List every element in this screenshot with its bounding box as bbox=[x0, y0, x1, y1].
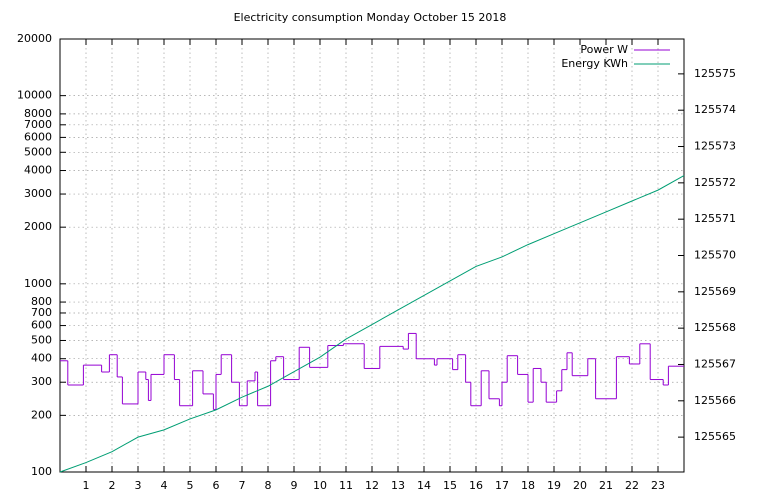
y-tick-label: 300 bbox=[31, 375, 52, 388]
x-tick-label: 2 bbox=[109, 479, 116, 492]
x-tick-label: 23 bbox=[651, 479, 665, 492]
plot-frame bbox=[59, 38, 685, 473]
y-tick-label: 4000 bbox=[24, 164, 52, 177]
x-tick-label: 12 bbox=[365, 479, 379, 492]
y-tick-label: 7000 bbox=[24, 118, 52, 131]
x-tick-label: 20 bbox=[573, 479, 587, 492]
y-tick-label: 6000 bbox=[24, 130, 52, 143]
x-tick-label: 15 bbox=[443, 479, 457, 492]
y-tick-label: 400 bbox=[31, 352, 52, 365]
x-tick-label: 3 bbox=[135, 479, 142, 492]
y2-tick-label: 125574 bbox=[694, 103, 736, 116]
y2-tick-label: 125566 bbox=[694, 394, 736, 407]
y2-tick-label: 125569 bbox=[694, 285, 736, 298]
y2-tick-label: 125565 bbox=[694, 430, 736, 443]
y-tick-label: 600 bbox=[31, 319, 52, 332]
legend-label: Energy KWh bbox=[561, 57, 628, 70]
y-tick-label: 20000 bbox=[17, 32, 52, 45]
y-tick-label: 3000 bbox=[24, 187, 52, 200]
y2-tick-label: 125567 bbox=[694, 357, 736, 370]
x-tick-label: 22 bbox=[625, 479, 639, 492]
y-tick-label: 10000 bbox=[17, 89, 52, 102]
y-tick-label: 500 bbox=[31, 333, 52, 346]
y-tick-label: 1000 bbox=[24, 277, 52, 290]
y-tick-label: 200 bbox=[31, 408, 52, 421]
x-tick-label: 14 bbox=[417, 479, 431, 492]
y-tick-label: 700 bbox=[31, 306, 52, 319]
y-tick-label: 800 bbox=[31, 295, 52, 308]
legend-label: Power W bbox=[580, 43, 628, 56]
x-tick-label: 5 bbox=[187, 479, 194, 492]
x-tick-label: 11 bbox=[339, 479, 353, 492]
y-tick-label: 5000 bbox=[24, 145, 52, 158]
x-tick-label: 6 bbox=[213, 479, 220, 492]
y-tick-label: 8000 bbox=[24, 107, 52, 120]
y2-tick-label: 125575 bbox=[694, 67, 736, 80]
y-tick-label: 2000 bbox=[24, 220, 52, 233]
chart-title: Electricity consumption Monday October 1… bbox=[234, 11, 507, 24]
x-tick-label: 7 bbox=[239, 479, 246, 492]
x-tick-label: 4 bbox=[161, 479, 168, 492]
x-tick-label: 8 bbox=[265, 479, 272, 492]
y2-tick-label: 125572 bbox=[694, 176, 736, 189]
x-tick-label: 19 bbox=[547, 479, 561, 492]
y2-tick-label: 125573 bbox=[694, 140, 736, 153]
x-tick-label: 10 bbox=[313, 479, 327, 492]
x-tick-label: 13 bbox=[391, 479, 405, 492]
x-tick-label: 18 bbox=[521, 479, 535, 492]
x-tick-label: 21 bbox=[599, 479, 613, 492]
x-tick-label: 17 bbox=[495, 479, 509, 492]
y2-tick-label: 125568 bbox=[694, 321, 736, 334]
x-tick-label: 16 bbox=[469, 479, 483, 492]
x-tick-label: 1 bbox=[83, 479, 90, 492]
y2-tick-label: 125571 bbox=[694, 212, 736, 225]
x-tick-label: 9 bbox=[291, 479, 298, 492]
energy-line bbox=[59, 175, 685, 473]
y-tick-label: 100 bbox=[31, 465, 52, 478]
power-step-connector bbox=[67, 333, 669, 410]
y2-tick-label: 125570 bbox=[694, 249, 736, 262]
